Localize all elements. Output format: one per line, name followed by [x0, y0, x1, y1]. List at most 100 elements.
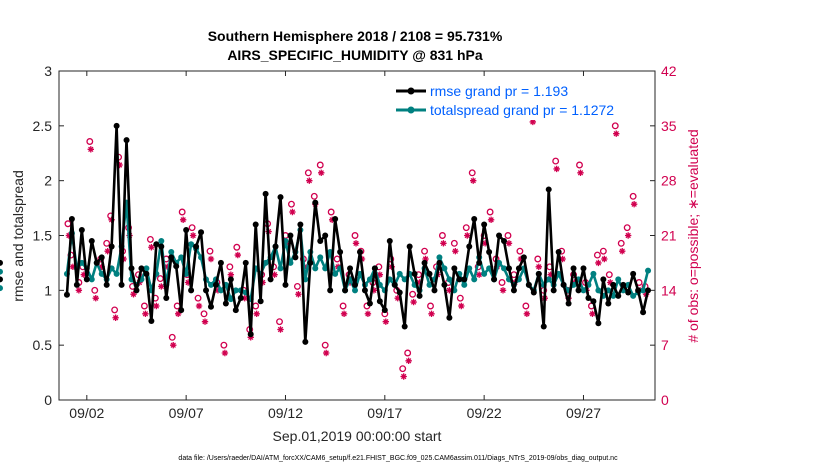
obs-possible-marker — [293, 282, 301, 290]
obs-possible-marker — [462, 224, 470, 232]
y-tick-label-right: 21 — [661, 228, 677, 244]
data-point-rmse — [322, 232, 329, 239]
obs-evaluated-marker — [87, 146, 94, 153]
obs-evaluated-marker — [535, 263, 542, 271]
data-point-rmse — [441, 281, 448, 288]
data-point-totalspread — [426, 281, 433, 288]
obs-possible-marker — [605, 271, 613, 279]
obs-evaluated-marker — [104, 247, 111, 255]
obs-evaluated-marker — [195, 302, 203, 310]
data-point-rmse — [530, 289, 537, 296]
obs-possible-marker — [86, 138, 94, 145]
data-point-rmse — [555, 248, 562, 255]
obs-possible-marker — [552, 157, 560, 165]
data-point-totalspread — [640, 287, 647, 294]
obs-evaluated-marker — [142, 310, 149, 318]
data-point-rmse — [635, 287, 642, 294]
data-point-totalspread — [168, 248, 175, 255]
y-axis-right-label: # of obs: o=possible; ∗=evaluated — [685, 129, 701, 342]
data-point-rmse — [222, 300, 229, 307]
data-point-rmse — [217, 259, 224, 266]
data-point-rmse — [83, 276, 90, 283]
data-point-rmse — [73, 281, 80, 288]
data-point-totalspread — [352, 287, 359, 294]
data-point-totalspread — [441, 265, 448, 272]
obs-evaluated-marker — [523, 310, 531, 318]
obs-evaluated-marker — [529, 118, 537, 126]
data-point-rmse — [307, 259, 314, 266]
data-point-rmse — [590, 298, 597, 305]
data-point-rmse — [545, 186, 552, 193]
obs-possible-marker — [498, 279, 506, 286]
obs-possible-marker — [421, 247, 428, 255]
obs-evaluated-marker — [422, 255, 429, 263]
obs-evaluated-marker — [184, 279, 192, 286]
x-tick-label: 09/02 — [69, 405, 104, 421]
obs-possible-marker — [534, 255, 542, 263]
y-tick-label-right: 28 — [661, 173, 677, 189]
data-point-rmse — [272, 243, 279, 250]
data-point-rmse — [466, 243, 473, 250]
y-axis-left: 0 0.5 1 1.5 2 2.5 3 — [33, 63, 64, 408]
obs-evaluated-marker — [112, 314, 119, 321]
obs-evaluated-marker — [318, 169, 325, 177]
obs-evaluated-marker — [201, 318, 209, 325]
data-point-rmse — [421, 259, 428, 266]
legend: rmse grand pr = 1.193 totalspread grand … — [392, 78, 647, 120]
data-point-rmse — [391, 281, 398, 288]
obs-possible-marker — [522, 302, 530, 310]
obs-possible-marker — [327, 208, 335, 216]
obs-evaluated-marker — [559, 255, 566, 263]
obs-evaluated-marker — [75, 287, 83, 294]
y-tick-label: 1.5 — [33, 228, 53, 244]
data-point-rmse — [352, 281, 359, 288]
obs-possible-marker — [316, 161, 324, 169]
data-point-totalspread — [317, 254, 324, 261]
obs-possible-marker — [287, 200, 295, 208]
obs-possible-marker — [140, 302, 148, 310]
data-point-rmse — [600, 276, 607, 283]
obs-evaluated-marker — [148, 244, 155, 251]
obs-evaluated-marker — [328, 216, 336, 224]
data-point-totalspread — [217, 287, 224, 294]
obs-possible-marker — [438, 232, 446, 239]
data-point-totalspread — [436, 254, 443, 261]
data-point-rmse — [203, 287, 210, 294]
data-point-rmse — [505, 265, 512, 272]
x-axis: 09/02 09/07 09/12 09/17 09/22 09/27 — [69, 71, 601, 421]
data-point-rmse — [88, 237, 95, 244]
obs-evaluated-marker — [289, 208, 296, 216]
obs-possible-marker — [409, 290, 417, 298]
obs-evaluated-marker — [153, 302, 160, 310]
data-point-totalspread — [322, 265, 329, 272]
data-point-totalspread — [188, 241, 195, 248]
y-tick-label: 3 — [44, 63, 52, 79]
data-point-rmse — [148, 318, 155, 325]
obs-evaluated-marker — [624, 232, 632, 239]
data-point-totalspread — [207, 281, 214, 288]
data-point-totalspread — [0, 268, 3, 275]
obs-possible-marker — [178, 208, 186, 216]
x-tick-label: 09/27 — [566, 405, 601, 421]
obs-evaluated-marker — [306, 177, 313, 184]
y-tick-label: 1 — [44, 282, 52, 298]
data-point-totalspread — [78, 259, 85, 266]
data-point-rmse — [342, 287, 349, 294]
data-point-rmse — [620, 281, 627, 288]
obs-possible-marker — [456, 294, 464, 302]
chart-subtitle: AIRS_SPECIFIC_HUMIDITY @ 831 hPa — [227, 47, 483, 63]
legend-label-totalspread: totalspread grand pr = 1.1272 — [430, 102, 614, 118]
obs-evaluated-marker — [577, 169, 584, 177]
data-point-totalspread — [227, 296, 234, 303]
data-point-rmse — [471, 216, 478, 223]
data-point-totalspread — [481, 270, 488, 277]
obs-possible-marker — [611, 122, 619, 130]
obs-possible-marker — [220, 341, 228, 349]
obs-evaluated-marker — [446, 287, 453, 294]
data-point-rmse — [207, 303, 214, 310]
data-point-totalspread — [645, 267, 652, 274]
legend-box — [392, 78, 647, 120]
obs-possible-marker — [593, 251, 601, 259]
data-point-totalspread — [461, 281, 468, 288]
obs-evaluated-marker — [164, 263, 171, 271]
